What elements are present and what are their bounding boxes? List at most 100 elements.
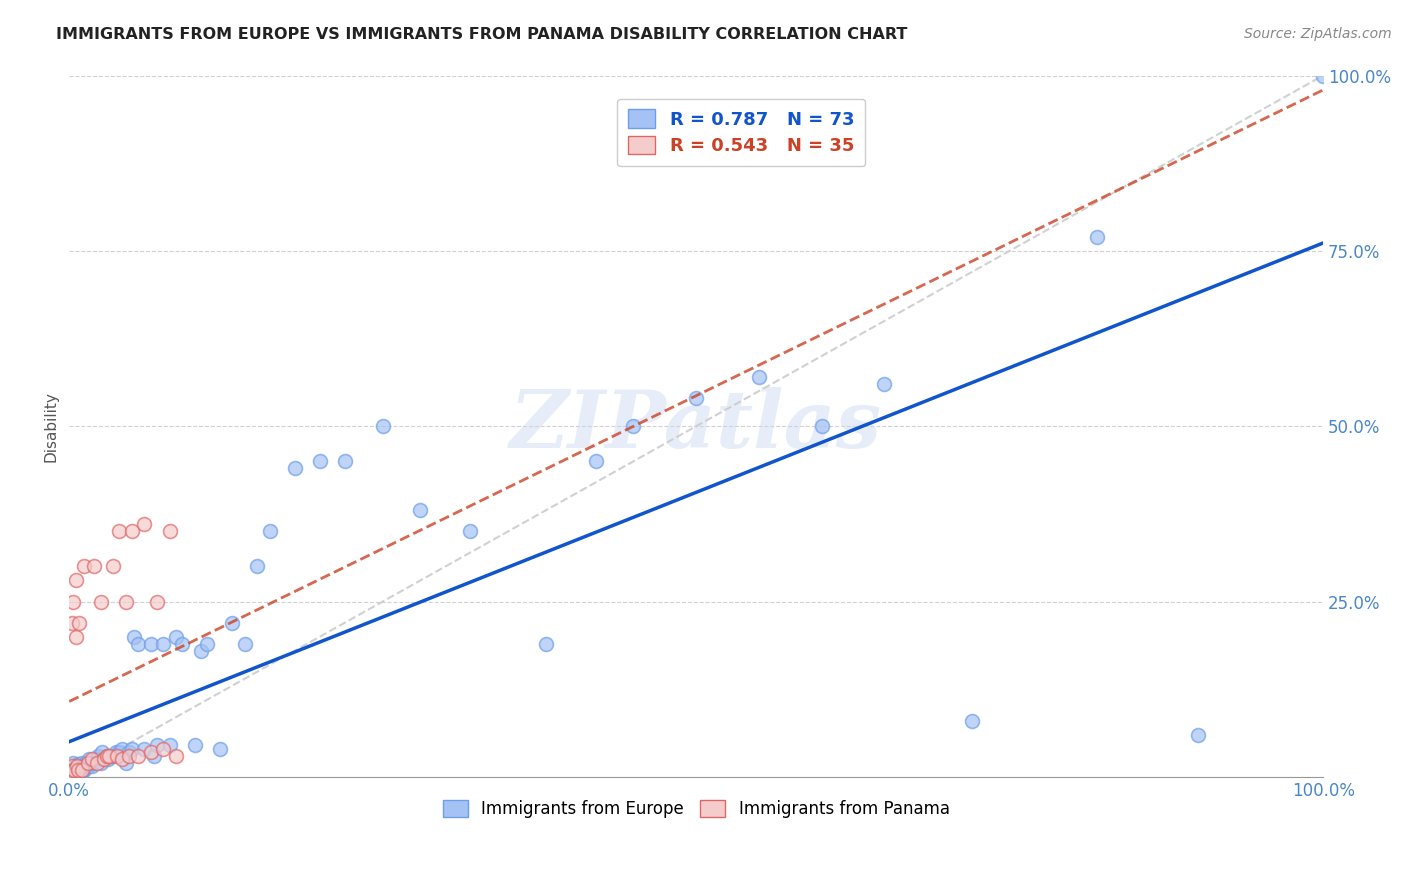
Point — [748, 370, 770, 384]
Point — [221, 615, 243, 630]
Point — [96, 748, 118, 763]
Point — [333, 454, 356, 468]
Point — [97, 752, 120, 766]
Point — [146, 594, 169, 608]
Point — [90, 594, 112, 608]
Legend: Immigrants from Europe, Immigrants from Panama: Immigrants from Europe, Immigrants from … — [436, 793, 956, 824]
Point — [134, 741, 156, 756]
Point — [371, 419, 394, 434]
Point — [59, 766, 82, 780]
Point — [101, 748, 124, 763]
Point — [62, 766, 84, 780]
Point — [1187, 728, 1209, 742]
Point — [534, 637, 557, 651]
Point — [77, 756, 100, 770]
Point — [118, 745, 141, 759]
Point — [93, 752, 115, 766]
Point — [70, 763, 93, 777]
Point — [70, 756, 93, 770]
Point — [104, 745, 127, 759]
Text: IMMIGRANTS FROM EUROPE VS IMMIGRANTS FROM PANAMA DISABILITY CORRELATION CHART: IMMIGRANTS FROM EUROPE VS IMMIGRANTS FRO… — [56, 27, 908, 42]
Point — [63, 763, 86, 777]
Point — [66, 759, 89, 773]
Point — [159, 524, 181, 539]
Point — [233, 637, 256, 651]
Point — [259, 524, 281, 539]
Point — [208, 741, 231, 756]
Point — [72, 759, 94, 773]
Point — [101, 559, 124, 574]
Point — [62, 594, 84, 608]
Point — [73, 559, 96, 574]
Point — [195, 637, 218, 651]
Point — [172, 637, 194, 651]
Point — [65, 759, 87, 773]
Point — [98, 748, 121, 763]
Point — [108, 745, 131, 759]
Point — [80, 752, 103, 766]
Point — [409, 503, 432, 517]
Point — [108, 524, 131, 539]
Point — [70, 763, 93, 777]
Point — [77, 759, 100, 773]
Point — [165, 748, 187, 763]
Point — [60, 763, 83, 777]
Point — [90, 756, 112, 770]
Point — [960, 714, 983, 728]
Point — [80, 759, 103, 773]
Point — [460, 524, 482, 539]
Point — [83, 756, 105, 770]
Point — [143, 748, 166, 763]
Point — [65, 574, 87, 588]
Point — [585, 454, 607, 468]
Point — [75, 756, 97, 770]
Point — [63, 763, 86, 777]
Point — [810, 419, 832, 434]
Point — [66, 763, 89, 777]
Point — [685, 391, 707, 405]
Point — [183, 739, 205, 753]
Point — [152, 637, 174, 651]
Point — [66, 757, 89, 772]
Point — [100, 748, 122, 763]
Point — [114, 594, 136, 608]
Point — [79, 756, 101, 770]
Point — [90, 745, 112, 759]
Point — [623, 419, 645, 434]
Point — [83, 559, 105, 574]
Point — [152, 741, 174, 756]
Point — [127, 748, 149, 763]
Point — [66, 761, 89, 775]
Point — [146, 739, 169, 753]
Point — [111, 741, 134, 756]
Point — [76, 759, 98, 773]
Point — [65, 764, 87, 779]
Point — [873, 377, 896, 392]
Point — [69, 766, 91, 780]
Point — [73, 763, 96, 777]
Y-axis label: Disability: Disability — [44, 391, 58, 462]
Point — [96, 748, 118, 763]
Point — [86, 756, 108, 770]
Point — [284, 461, 307, 475]
Point — [67, 615, 90, 630]
Point — [190, 643, 212, 657]
Point — [62, 763, 84, 777]
Point — [134, 517, 156, 532]
Point — [309, 454, 332, 468]
Point — [60, 759, 83, 773]
Point — [1087, 230, 1109, 244]
Point — [121, 741, 143, 756]
Point — [1312, 69, 1334, 83]
Point — [66, 763, 89, 777]
Point — [80, 756, 103, 770]
Point — [139, 637, 162, 651]
Point — [159, 739, 181, 753]
Point — [87, 748, 110, 763]
Point — [105, 748, 128, 763]
Point — [246, 559, 269, 574]
Point — [86, 752, 108, 766]
Point — [118, 748, 141, 763]
Point — [165, 630, 187, 644]
Point — [139, 745, 162, 759]
